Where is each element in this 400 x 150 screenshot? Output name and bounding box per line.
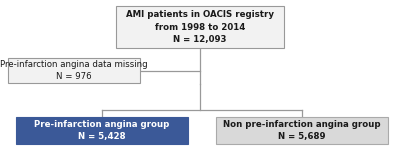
Text: Non pre-infarction angina group
N = 5,689: Non pre-infarction angina group N = 5,68… bbox=[223, 120, 381, 141]
FancyBboxPatch shape bbox=[8, 58, 140, 83]
FancyBboxPatch shape bbox=[216, 117, 388, 144]
FancyBboxPatch shape bbox=[116, 6, 284, 48]
Text: AMI patients in OACIS registry
from 1998 to 2014
N = 12,093: AMI patients in OACIS registry from 1998… bbox=[126, 10, 274, 44]
FancyBboxPatch shape bbox=[16, 117, 188, 144]
Text: Pre-infarction angina data missing
N = 976: Pre-infarction angina data missing N = 9… bbox=[0, 60, 148, 81]
Text: Pre-infarction angina group
N = 5,428: Pre-infarction angina group N = 5,428 bbox=[34, 120, 170, 141]
